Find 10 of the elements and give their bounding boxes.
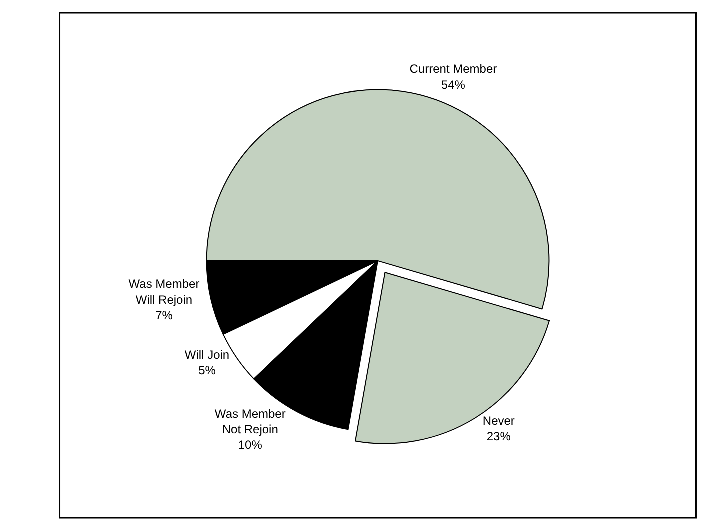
slice-label: Will Join [184, 348, 230, 362]
data-label: 54% [441, 78, 466, 92]
data-label: 10% [238, 438, 263, 452]
data-label: 5% [198, 364, 216, 378]
slice-label: Was Member Not Rejoin [214, 406, 286, 436]
slice-label: Current Member [410, 62, 498, 76]
data-label: 7% [156, 308, 174, 322]
slice-label: Never [482, 414, 515, 428]
data-label: 23% [486, 430, 512, 444]
slice-label: Was Member Will Rejoin [128, 277, 200, 307]
